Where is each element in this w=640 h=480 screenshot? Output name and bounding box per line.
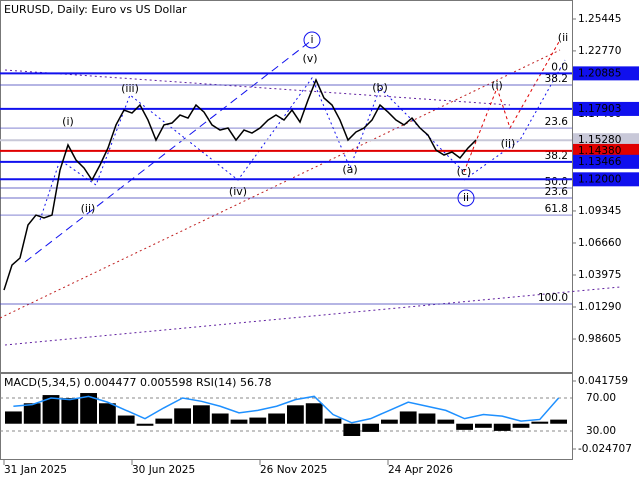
- level-label: 1.15280: [578, 134, 621, 146]
- y-tick-label: 1.09345: [578, 205, 621, 217]
- projection: [463, 39, 561, 173]
- macd-bar: [456, 423, 473, 430]
- macd-bar: [249, 417, 267, 424]
- fib-label: 100.0: [538, 292, 568, 304]
- level-box: [573, 133, 639, 148]
- macd-bar: [61, 398, 79, 424]
- wave-label: (a): [342, 163, 357, 176]
- wave-label: (i): [491, 79, 503, 92]
- wave-label: (iii): [121, 82, 139, 95]
- trend-line: [0, 49, 561, 319]
- level-label: 1.14380: [578, 145, 621, 157]
- macd-bar: [512, 423, 530, 428]
- macd-bar: [399, 411, 417, 424]
- x-tick-label: 26 Nov 2025: [260, 464, 327, 476]
- trend-line: [24, 39, 313, 263]
- wave-label: (i): [62, 115, 74, 128]
- macd-bar: [193, 405, 210, 424]
- level-label: 1.17903: [578, 103, 621, 115]
- macd-bar: [155, 418, 173, 424]
- macd-bar: [418, 413, 436, 424]
- macd-bar: [343, 423, 361, 436]
- macd-bar: [550, 419, 567, 424]
- x-tick-label: 30 Jun 2025: [132, 464, 195, 476]
- price-frame: [0, 0, 573, 373]
- macd-bar: [99, 403, 116, 424]
- macd-bar: [117, 415, 135, 424]
- y-tick-label: 1.22770: [578, 45, 621, 57]
- y2-tick-label: 30.00: [586, 425, 616, 437]
- wave-label: ii: [463, 191, 469, 204]
- y-tick-label: 1.03975: [578, 269, 621, 281]
- wave-circle: [457, 189, 475, 207]
- fib-label: 23.6: [545, 116, 569, 128]
- macd-bar: [531, 421, 549, 424]
- wave-label: (v): [302, 52, 317, 65]
- macd-bar: [211, 413, 229, 424]
- macd-bar: [268, 413, 285, 424]
- level-box: [573, 154, 639, 169]
- macd-bar: [42, 395, 60, 424]
- x-tick-label: 24 Apr 2026: [388, 464, 453, 476]
- wave-label: i: [310, 33, 313, 46]
- y2-tick-label: 70.00: [586, 392, 616, 404]
- y-tick-label: 0.041759: [578, 375, 628, 387]
- wave-label: (ii: [558, 31, 568, 44]
- macd-bar: [305, 403, 323, 424]
- wave-label: (b): [372, 81, 388, 94]
- macd-bar: [5, 411, 22, 424]
- y-tick-label: 1.01290: [578, 301, 621, 313]
- level-label: 1.12000: [578, 173, 621, 185]
- macd-bar: [381, 419, 398, 424]
- macd-bar: [23, 403, 41, 424]
- macd-bar: [362, 423, 379, 432]
- macd-bar: [324, 418, 342, 424]
- fib-label: 61.8: [545, 203, 568, 215]
- wave-label: (ii): [81, 202, 96, 215]
- macd-bar: [80, 393, 97, 424]
- level-label: 1.20885: [578, 67, 621, 79]
- price-line: [3, 78, 477, 291]
- wave-label: (ii): [501, 137, 516, 150]
- y-tick-label: -0.024707: [578, 443, 632, 455]
- y-tick-label: 1.25445: [578, 13, 621, 25]
- wave-label: (c): [457, 165, 472, 178]
- x-tick-label: 31 Jan 2025: [4, 464, 67, 476]
- rsi-line: [13, 395, 560, 424]
- macd-bar: [174, 408, 191, 424]
- macd-bar: [493, 423, 511, 431]
- trend-line: [4, 69, 511, 106]
- level-box: [573, 143, 639, 158]
- level-box: [573, 172, 639, 187]
- fib-label: 23.6: [545, 186, 569, 198]
- level-box: [573, 66, 639, 81]
- y-tick-label: 1.06660: [578, 237, 621, 249]
- macd-bar: [287, 405, 304, 424]
- indicator-title: MACD(5,34,5) 0.004477 0.005598 RSI(14) 5…: [4, 376, 271, 389]
- fib-label: 38.2: [545, 73, 568, 85]
- wave-circle: [303, 31, 321, 49]
- macd-bar: [230, 419, 248, 424]
- fib-label: 0.0: [551, 61, 568, 73]
- projection: [463, 59, 566, 181]
- wave-label: (iv): [229, 185, 247, 198]
- y-tick-label: 0.98605: [578, 333, 621, 345]
- macd-bar: [136, 423, 154, 426]
- level-box: [573, 101, 639, 116]
- indicator-frame: [0, 373, 573, 460]
- fib-label: 38.2: [545, 150, 568, 162]
- level-label: 1.13466: [578, 156, 622, 168]
- macd-bar: [437, 419, 455, 424]
- chart-title: EURUSD, Daily: Euro vs US Dollar: [4, 3, 187, 16]
- macd-bar: [475, 423, 492, 428]
